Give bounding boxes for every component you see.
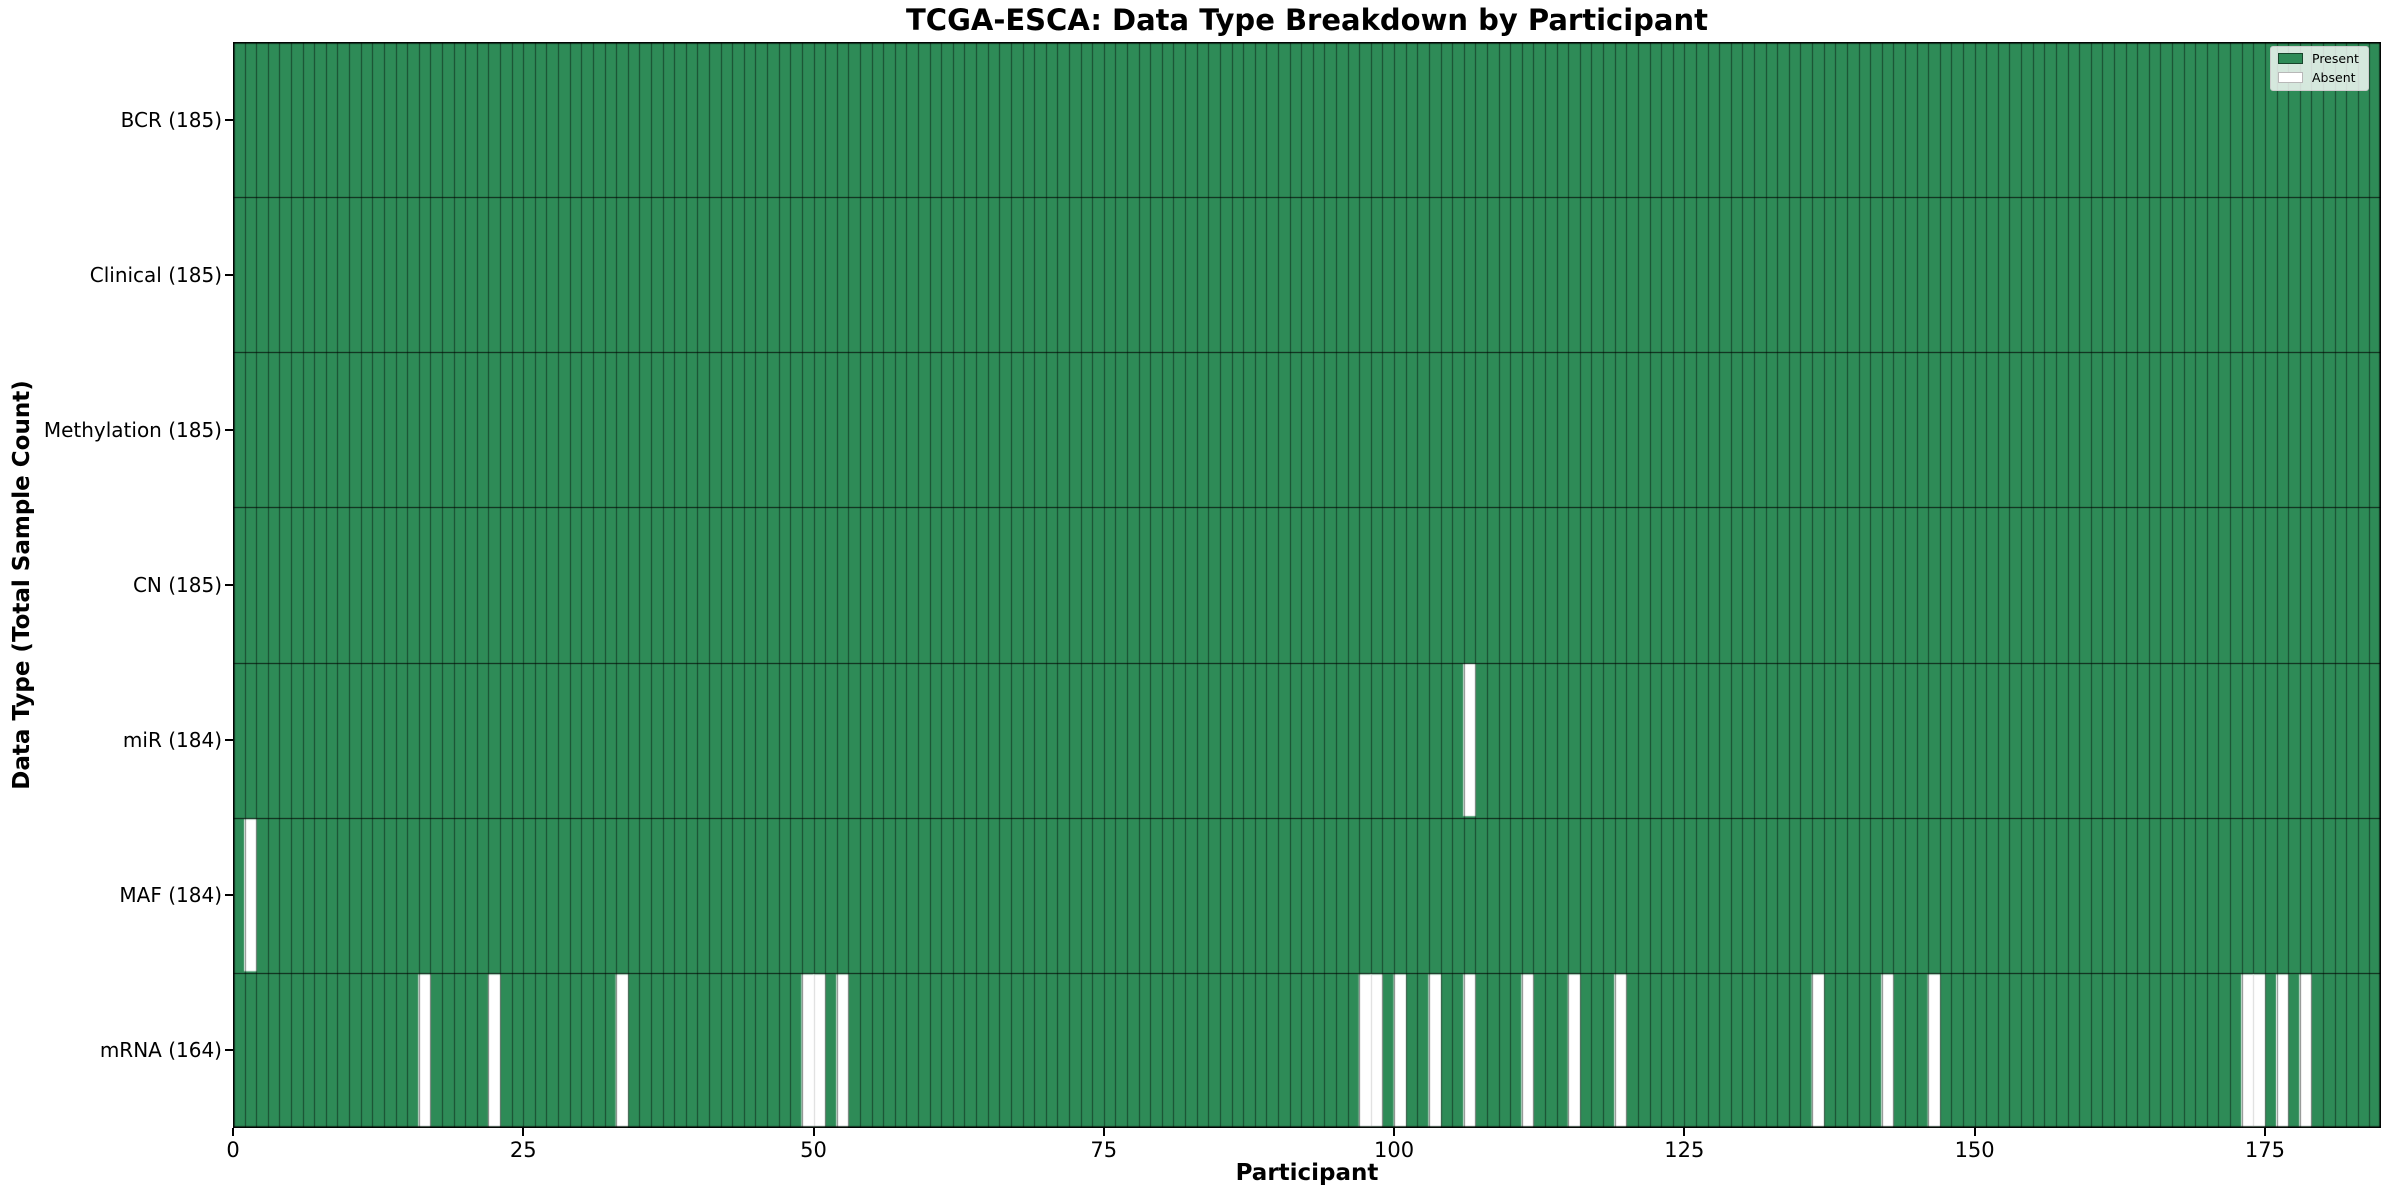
y-tick-label: miR (184) <box>122 728 222 753</box>
legend-item-present: Present <box>2278 52 2359 65</box>
x-tick-label: 125 <box>1664 1138 1705 1162</box>
x-tick-label: 150 <box>1954 1138 1995 1162</box>
x-tick-label: 175 <box>2244 1138 2285 1162</box>
y-tick-mark <box>225 1049 233 1052</box>
x-tick-mark <box>1393 1128 1396 1136</box>
present-swatch <box>2278 53 2303 64</box>
x-tick-mark <box>812 1128 815 1136</box>
x-tick-label: 50 <box>800 1138 827 1162</box>
x-tick-label: 25 <box>509 1138 537 1162</box>
legend-label-present: Present <box>2312 51 2359 66</box>
chart-title: TCGA-ESCA: Data Type Breakdown by Partic… <box>906 3 1708 37</box>
x-tick-label: 100 <box>1374 1138 1415 1162</box>
x-tick-label: 75 <box>1090 1138 1118 1162</box>
y-axis-label: Data Type (Total Sample Count) <box>9 380 35 790</box>
y-tick-label: Methylation (185) <box>43 417 222 442</box>
y-tick-mark <box>225 739 233 742</box>
y-tick-mark <box>225 118 233 121</box>
legend-label-absent: Absent <box>2312 70 2356 85</box>
x-tick-mark <box>232 1128 234 1136</box>
x-tick-mark <box>522 1128 525 1136</box>
y-tick-mark <box>225 428 233 431</box>
y-tick-mark <box>225 894 233 897</box>
x-tick-mark <box>1102 1128 1105 1136</box>
y-tick-label: Clinical (185) <box>89 262 222 287</box>
y-tick-label: CN (185) <box>132 573 222 597</box>
x-tick-mark <box>1973 1128 1976 1136</box>
heatmap-canvas <box>233 42 2381 1128</box>
x-axis-label: Participant <box>1235 1160 1379 1186</box>
y-tick-label: MAF (184) <box>119 883 222 908</box>
y-tick-mark <box>225 273 233 276</box>
y-tick-label: mRNA (164) <box>99 1038 222 1063</box>
absent-swatch <box>2278 72 2303 83</box>
y-tick-label: BCR (185) <box>120 107 222 132</box>
x-tick-mark <box>2263 1128 2266 1136</box>
x-tick-label: 0 <box>226 1138 240 1162</box>
legend: Present Absent <box>2270 46 2369 91</box>
x-tick-mark <box>1683 1128 1686 1136</box>
legend-item-absent: Absent <box>2278 71 2359 84</box>
y-tick-mark <box>225 584 233 586</box>
